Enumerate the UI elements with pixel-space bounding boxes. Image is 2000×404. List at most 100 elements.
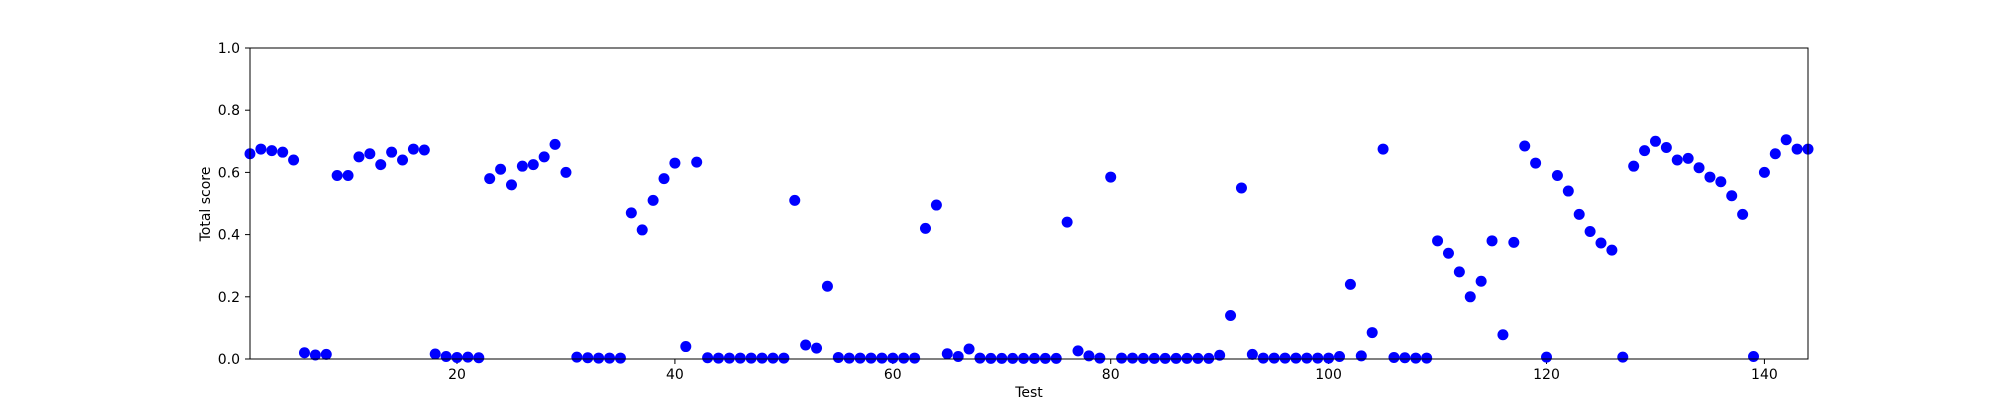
data-point (1355, 350, 1367, 362)
data-point (974, 352, 986, 364)
data-point (1442, 247, 1454, 259)
data-point (1562, 185, 1574, 197)
data-point (1726, 190, 1738, 202)
points-layer (244, 134, 1814, 364)
y-axis-label: Total score (198, 167, 214, 243)
data-point (1388, 351, 1400, 363)
data-point (821, 280, 833, 292)
data-point (462, 351, 474, 363)
data-point (723, 352, 735, 364)
data-point (1584, 225, 1596, 237)
data-point (1606, 244, 1618, 256)
data-point (865, 352, 877, 364)
data-point (298, 347, 310, 359)
data-point (691, 156, 703, 168)
data-point (767, 352, 779, 364)
data-point (1421, 352, 1433, 364)
data-point (1769, 148, 1781, 160)
data-point (440, 351, 452, 363)
data-point (1791, 143, 1803, 155)
data-point (712, 352, 724, 364)
data-point (1453, 266, 1465, 278)
data-point (1737, 208, 1749, 220)
y-tick-label: 0.0 (218, 352, 240, 368)
data-point (342, 170, 354, 182)
data-point (941, 348, 953, 360)
data-point (397, 154, 409, 166)
data-point (1464, 291, 1476, 303)
data-point (1639, 145, 1651, 157)
data-point (930, 199, 942, 211)
data-point (1551, 170, 1563, 182)
x-axis-label: Test (1014, 385, 1043, 400)
data-point (364, 148, 376, 160)
data-point (277, 146, 289, 158)
data-point (876, 352, 888, 364)
data-point (451, 351, 463, 363)
data-point (1410, 352, 1422, 364)
data-point (582, 352, 594, 364)
data-point (516, 160, 528, 172)
data-point (854, 352, 866, 364)
data-point (1682, 152, 1694, 164)
data-point (386, 146, 398, 158)
data-point (1159, 352, 1171, 364)
data-point (1290, 352, 1302, 364)
data-point (1127, 352, 1139, 364)
data-point (1758, 166, 1770, 178)
data-point (418, 144, 430, 156)
data-point (1497, 329, 1509, 341)
data-point (1214, 349, 1226, 361)
data-point (1028, 352, 1040, 364)
data-point (1225, 309, 1237, 321)
data-point (1780, 134, 1792, 146)
data-point (1617, 351, 1629, 363)
data-point (658, 173, 670, 185)
data-point (887, 352, 899, 364)
data-point (919, 222, 931, 234)
data-point (571, 351, 583, 363)
data-point (1508, 236, 1520, 248)
data-point (1541, 351, 1553, 363)
data-point (996, 352, 1008, 364)
data-point (1268, 352, 1280, 364)
data-point (680, 341, 692, 353)
data-point (407, 143, 419, 155)
data-point (320, 348, 332, 360)
data-point (288, 154, 300, 166)
data-point (1148, 352, 1160, 364)
y-tick-label: 0.2 (218, 290, 240, 306)
data-point (505, 179, 517, 191)
data-point (1530, 157, 1542, 169)
data-point (1018, 352, 1030, 364)
data-point (1573, 208, 1585, 220)
x-tick-label: 80 (1102, 367, 1120, 383)
data-point (625, 207, 637, 219)
data-point (1334, 351, 1346, 363)
x-tick-label: 140 (1751, 367, 1778, 383)
data-point (832, 351, 844, 363)
data-point (734, 352, 746, 364)
data-point (702, 352, 714, 364)
x-tick-label: 60 (884, 367, 902, 383)
data-point (1203, 352, 1215, 364)
data-point (985, 352, 997, 364)
axes-layer: 20 40 60 80 100 120 140 0.0 0.2 0.4 0.6 0.8 1.0 (218, 41, 1778, 383)
data-point (1671, 154, 1683, 166)
y-tick-label: 0.6 (218, 165, 240, 181)
data-point (1475, 275, 1487, 287)
data-point (1181, 352, 1193, 364)
data-point (1312, 352, 1324, 364)
data-point (353, 151, 365, 163)
data-point (1039, 352, 1051, 364)
data-point (593, 352, 605, 364)
data-point (636, 224, 648, 236)
data-point (1660, 142, 1672, 154)
data-point (1192, 352, 1204, 364)
data-point (1007, 352, 1019, 364)
data-point (1344, 278, 1356, 290)
data-point (1257, 352, 1269, 364)
data-point (1301, 352, 1313, 364)
data-point (1704, 171, 1716, 183)
